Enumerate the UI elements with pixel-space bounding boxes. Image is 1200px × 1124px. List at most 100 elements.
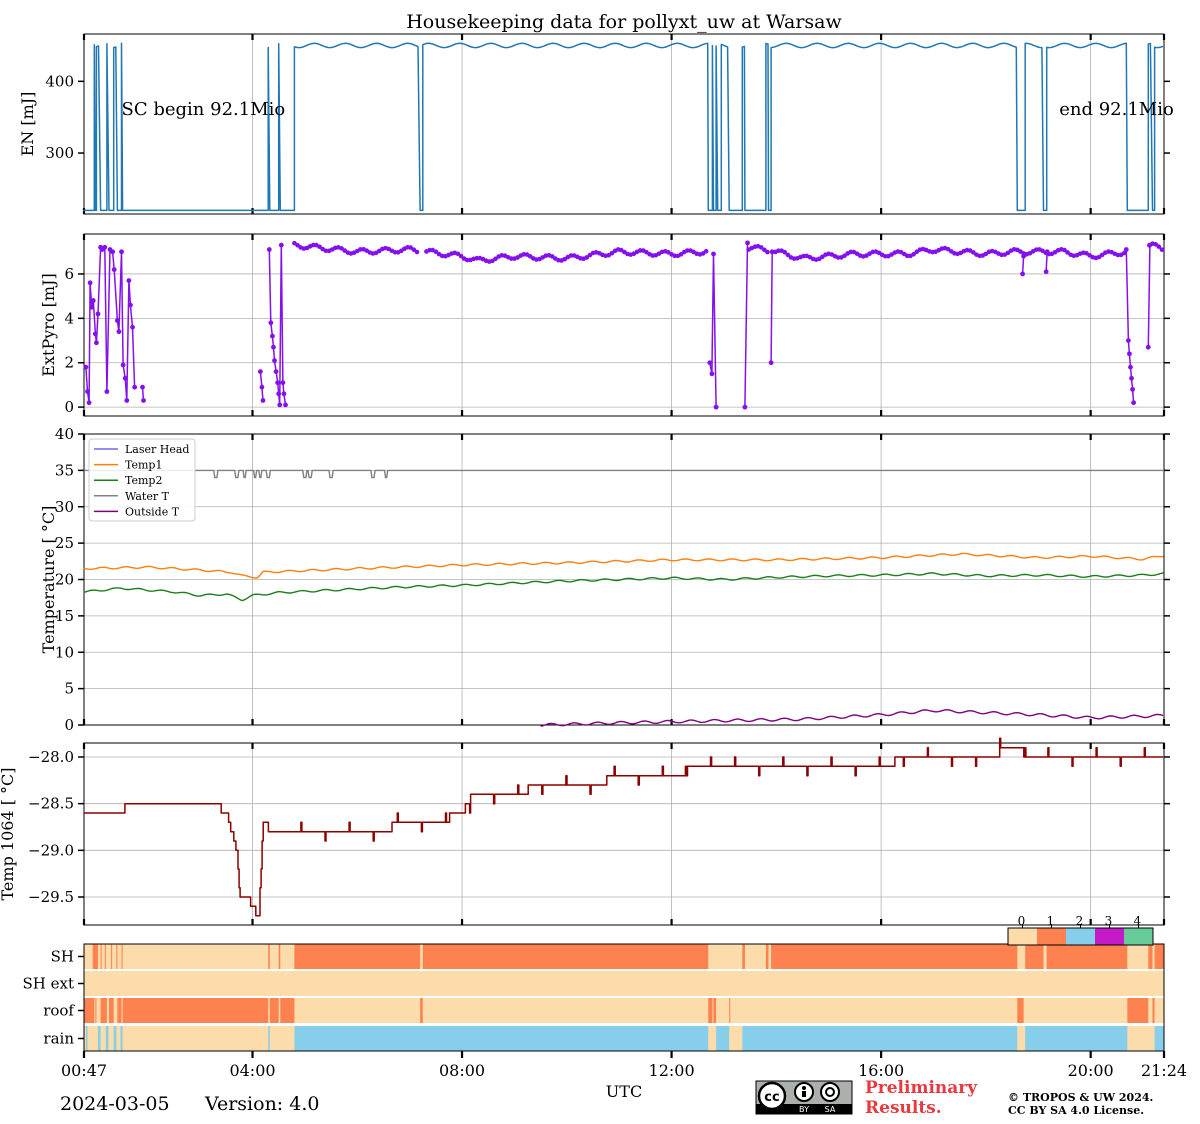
pyro-point [1131, 400, 1137, 406]
pyro-point [132, 384, 138, 390]
flag-block [104, 944, 106, 969]
pyro-point [1062, 247, 1067, 253]
sa-icon [820, 1082, 840, 1102]
pyro-point [785, 252, 791, 258]
pyro-point [110, 249, 116, 255]
pyro-point [111, 267, 117, 272]
pyro-point [89, 304, 95, 310]
y-tick-label: −28.5 [28, 795, 74, 813]
y-tick-label: 6 [64, 265, 74, 283]
pyro-point [130, 324, 135, 330]
pyro-point [411, 247, 417, 252]
pyro-point [1020, 271, 1025, 277]
temperature-series-temp2 [83, 572, 1164, 602]
flag-block [108, 998, 114, 1023]
flag-block [100, 944, 102, 969]
copyright-line-2: CC BY SA 4.0 License. [1008, 1104, 1144, 1117]
x-tick-label: 00:47 [61, 1061, 107, 1080]
legend-entry: Water T [125, 490, 170, 503]
temperature-series-temp1 [83, 552, 1164, 579]
flag-block [1148, 944, 1153, 969]
x-tick-label: 08:00 [439, 1061, 485, 1080]
pyro-point [95, 311, 101, 317]
x-axis-label: UTC [606, 1082, 642, 1101]
flag-block [1025, 944, 1044, 969]
flag-block [280, 998, 295, 1023]
colorbar-swatch [1124, 928, 1153, 945]
pyro-point [86, 400, 92, 406]
pyro-point [1043, 269, 1049, 275]
y-tick-label: 2 [64, 354, 74, 372]
preliminary-label: Preliminary [865, 1078, 978, 1098]
pyro-point [1125, 338, 1131, 343]
flag-block [729, 998, 731, 1023]
pyro-point [283, 402, 288, 408]
flag-row-label: SH [51, 948, 74, 966]
colorbar-frame [1007, 927, 1154, 946]
flag-row-label: roof [43, 1002, 75, 1020]
pyro-point [116, 329, 122, 335]
y-tick-label: 30 [55, 498, 74, 516]
pyro-point [1130, 386, 1135, 392]
flag-block [116, 944, 118, 969]
cc-badge-text: cc [764, 1090, 779, 1105]
pyro-point [278, 242, 284, 248]
flags-frame [83, 943, 1165, 1052]
pyro-point [1065, 250, 1070, 255]
pyro-point [126, 278, 132, 284]
colorbar-tick-label: 0 [1018, 914, 1026, 928]
pyro-point [281, 391, 287, 397]
flag-block [716, 1026, 730, 1051]
pyro-point [272, 358, 277, 363]
pyro-point [742, 404, 748, 410]
pyro-point [782, 249, 788, 255]
colorbar-tick-label: 1 [1047, 914, 1055, 928]
y-axis-label: ExtPyro [mJ] [39, 273, 58, 376]
legend-entry: Temp2 [125, 474, 162, 487]
pyro-point [584, 255, 590, 260]
y-tick-label: 10 [55, 643, 74, 661]
y-tick-label: 20 [55, 571, 74, 589]
pyro-point [141, 398, 146, 403]
flag-block [111, 944, 113, 969]
legend-entry: Laser Head [125, 443, 189, 456]
colorbar-tick-label: 4 [1134, 914, 1142, 928]
pyro-point [114, 318, 120, 323]
pyro-point [104, 389, 110, 394]
cc-icon [757, 1081, 787, 1111]
pyro-point [1159, 247, 1165, 252]
flag-block [1152, 998, 1155, 1023]
flag-block [269, 998, 279, 1023]
flag-block [422, 944, 709, 969]
preliminary-results-label: Results. [865, 1098, 942, 1118]
flag-block [117, 998, 122, 1023]
flag-block [1154, 944, 1164, 969]
pyro-point [270, 333, 275, 339]
flag-block [83, 998, 95, 1023]
panel-temperature: 0 5 10 15 20 25 30 35 40 Temperature [ °C] Laser H… [39, 425, 1170, 734]
pyro-point [1156, 244, 1162, 249]
y-axis-label: Temperature [ °C] [39, 506, 58, 654]
sa-badge-text: SA [825, 1105, 836, 1114]
pyro-point [762, 247, 767, 253]
colorbar-swatch [1066, 928, 1095, 945]
pyro-point [90, 298, 96, 303]
legend-frame [88, 438, 196, 522]
pyro-point [1121, 250, 1127, 256]
pyro-point [703, 249, 709, 254]
flag-block [708, 998, 713, 1023]
flag-block [742, 944, 745, 969]
y-tick-label: −29.0 [28, 841, 74, 859]
flag-block [105, 1026, 109, 1051]
flag-block [92, 944, 98, 969]
pyro-point [87, 280, 93, 286]
y-axis-label: Temp 1064 [ °C] [0, 767, 17, 900]
flag-block [765, 944, 769, 969]
y-tick-label: 400 [45, 72, 74, 90]
flag-block [1017, 998, 1024, 1023]
colorbar-tick-label: 3 [1105, 914, 1113, 928]
pyro-point [119, 249, 124, 255]
y-tick-label: 0 [64, 398, 74, 416]
pyro-point [758, 245, 764, 250]
